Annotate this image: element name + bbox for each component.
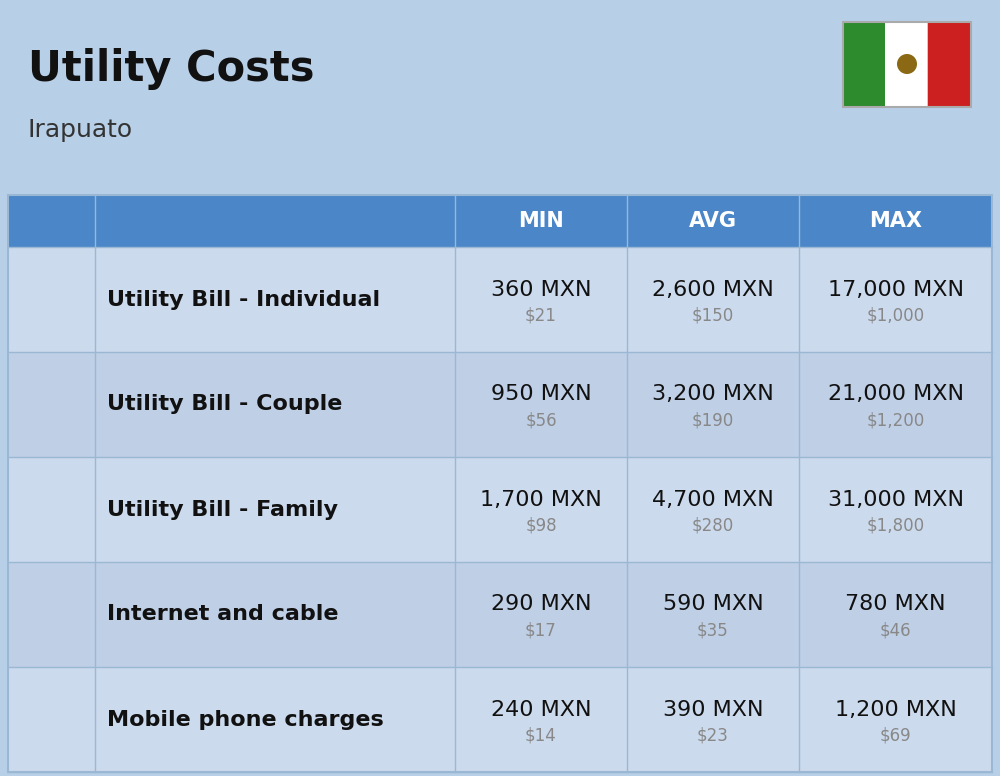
Text: Utility Bill - Individual: Utility Bill - Individual: [107, 289, 380, 310]
Text: 31,000 MXN: 31,000 MXN: [828, 490, 964, 510]
Text: $1,800: $1,800: [866, 517, 925, 535]
Text: 780 MXN: 780 MXN: [845, 594, 946, 615]
Bar: [8, 195, 992, 772]
Text: Utility Costs: Utility Costs: [28, 48, 314, 90]
Text: $1,200: $1,200: [866, 411, 925, 429]
Bar: [627, 195, 799, 247]
Text: 2,600 MXN: 2,600 MXN: [652, 279, 774, 300]
Text: $46: $46: [880, 622, 911, 639]
Bar: [8, 352, 992, 457]
Text: 17,000 MXN: 17,000 MXN: [828, 279, 964, 300]
Text: $56: $56: [525, 411, 557, 429]
Text: 290 MXN: 290 MXN: [491, 594, 591, 615]
Text: $190: $190: [692, 411, 734, 429]
Text: $17: $17: [525, 622, 557, 639]
Text: $280: $280: [692, 517, 734, 535]
Text: 4,700 MXN: 4,700 MXN: [652, 490, 774, 510]
Text: Internet and cable: Internet and cable: [107, 605, 338, 625]
Text: 590 MXN: 590 MXN: [663, 594, 763, 615]
Text: 390 MXN: 390 MXN: [663, 699, 763, 719]
Text: $21: $21: [525, 307, 557, 324]
Text: $14: $14: [525, 726, 557, 744]
Text: 950 MXN: 950 MXN: [491, 384, 591, 404]
Bar: [8, 562, 992, 667]
Text: Irapuato: Irapuato: [28, 118, 133, 142]
Text: $98: $98: [525, 517, 557, 535]
Text: 21,000 MXN: 21,000 MXN: [828, 384, 964, 404]
Text: 240 MXN: 240 MXN: [491, 699, 591, 719]
Bar: [8, 195, 455, 247]
Text: $69: $69: [880, 726, 911, 744]
Text: MAX: MAX: [869, 211, 922, 231]
Text: Mobile phone charges: Mobile phone charges: [107, 709, 384, 729]
Bar: [843, 22, 971, 107]
Bar: [799, 195, 992, 247]
Text: Utility Bill - Couple: Utility Bill - Couple: [107, 394, 342, 414]
Text: Utility Bill - Family: Utility Bill - Family: [107, 500, 338, 519]
Circle shape: [897, 54, 917, 74]
Text: 3,200 MXN: 3,200 MXN: [652, 384, 774, 404]
Text: $1,000: $1,000: [866, 307, 925, 324]
Text: $150: $150: [692, 307, 734, 324]
Text: 360 MXN: 360 MXN: [491, 279, 591, 300]
Text: MIN: MIN: [518, 211, 564, 231]
Bar: [455, 195, 627, 247]
Bar: [843, 22, 885, 107]
Bar: [8, 667, 992, 772]
Text: 1,700 MXN: 1,700 MXN: [480, 490, 602, 510]
Text: $35: $35: [697, 622, 729, 639]
Bar: [928, 22, 972, 107]
Bar: [885, 22, 927, 107]
Text: $23: $23: [697, 726, 729, 744]
Text: 1,200 MXN: 1,200 MXN: [835, 699, 956, 719]
Text: AVG: AVG: [689, 211, 737, 231]
Bar: [8, 457, 992, 562]
Bar: [8, 247, 992, 352]
